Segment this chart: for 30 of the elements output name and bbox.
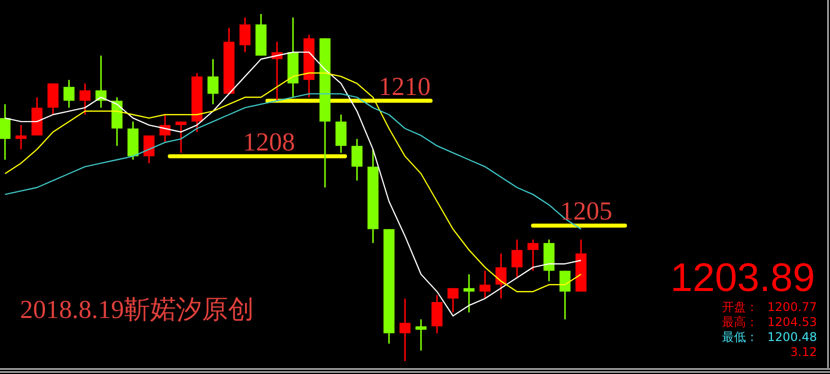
annotation: 1208 xyxy=(243,127,295,156)
candlestick xyxy=(416,318,426,352)
annotation: 1205 xyxy=(560,196,612,226)
candlestick xyxy=(400,298,410,362)
text: 3.12 xyxy=(790,345,817,359)
annotation: 2018.8.19靳婼汐原创 xyxy=(20,295,254,324)
candlestick xyxy=(512,238,522,278)
candlestick xyxy=(496,252,506,300)
candlestick xyxy=(352,138,362,182)
text: 1203.89 xyxy=(670,256,815,300)
candlestick xyxy=(448,287,458,314)
candlestick xyxy=(240,16,250,53)
candlestick xyxy=(0,103,10,160)
candlestick xyxy=(560,270,570,320)
candlestick xyxy=(464,274,474,314)
candlestick xyxy=(208,58,218,105)
candlestick xyxy=(528,238,538,272)
text: 最低： xyxy=(722,330,758,344)
candlestick xyxy=(64,79,74,108)
candlestick xyxy=(80,82,90,116)
annotation: 1210 xyxy=(378,72,431,101)
text: 1200.48 xyxy=(767,330,817,344)
candlestick xyxy=(144,134,154,164)
candlestick xyxy=(176,120,186,154)
candlestick xyxy=(16,124,26,150)
candlestick xyxy=(480,270,490,300)
text: 开盘： xyxy=(722,300,758,314)
text: 1200.77 xyxy=(767,300,817,314)
text: 最高： xyxy=(722,315,758,329)
text: 1204.53 xyxy=(767,315,817,329)
